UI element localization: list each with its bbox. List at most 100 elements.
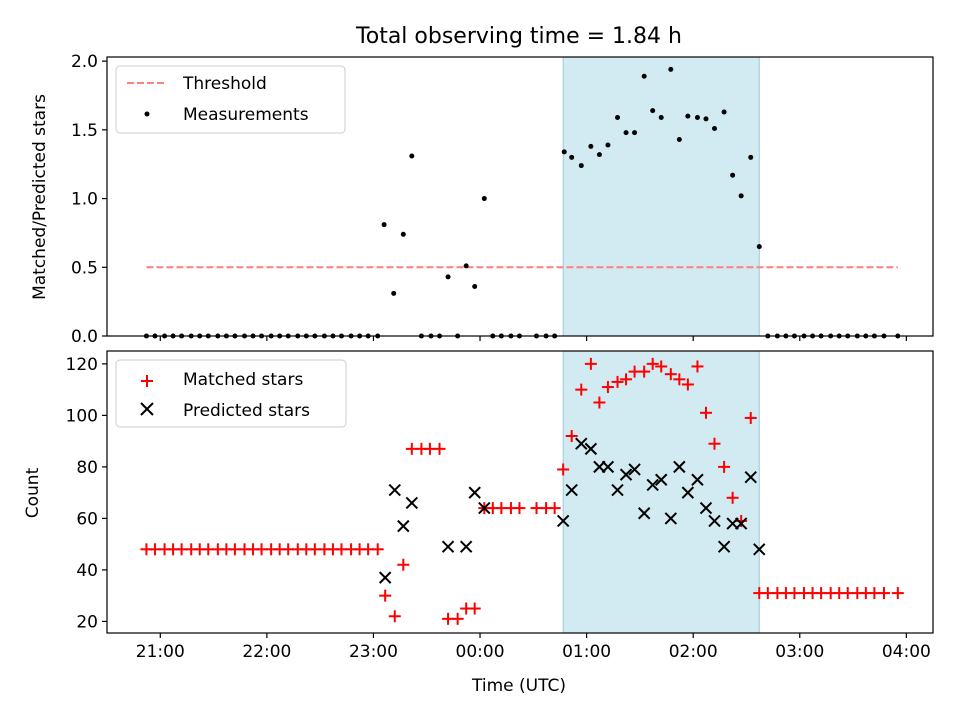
measurement-point [391,290,397,296]
top-y-tick-label: 0.5 [71,258,98,278]
measurement-point [685,113,691,119]
matched-star-point [388,610,401,623]
x-tick-label: 02:00 [669,642,718,662]
x-tick-label: 03:00 [775,642,824,662]
legend-predicted-swatch [140,402,154,416]
predicted-star-point [468,486,481,499]
matched-star-point [468,602,481,615]
measurement-point [721,109,727,115]
top-y-ticks: 0.0 0.5 1.0 1.5 2.0 [71,52,107,347]
bottom-y-tick-label: 60 [76,509,98,529]
matched-star-point [548,502,561,515]
predicted-star-point [611,483,624,497]
top-legend: Threshold Measurements [115,65,346,134]
measurement-point [569,154,575,160]
predicted-star-point [441,540,455,553]
measurement-point [409,153,415,159]
matched-star-point [638,365,651,378]
predicted-star-point [744,470,757,484]
measurement-point [748,154,754,160]
matched-star-point [877,587,890,600]
predicted-stars-series [378,437,766,584]
measurement-point [400,231,406,237]
bottom-y-tick-label: 40 [76,561,98,581]
chart-title: Total observing time = 1.84 h [355,24,682,49]
top-highlight-span [562,56,760,337]
bottom-y-tick-label: 80 [76,458,98,478]
x-tick-label: 04:00 [882,642,931,662]
bottom-y-tick-label: 100 [66,406,98,426]
predicted-star-point [681,486,695,499]
measurement-point [738,193,744,199]
top-y-tick-label: 2.0 [71,52,98,72]
matched-star-point [451,612,464,625]
top-panel: 0.00.51.01.52.0 Matched/Predicted stars … [30,52,934,347]
predicted-star-point [699,501,713,515]
matched-star-point [379,589,392,602]
matched-star-point [565,429,578,442]
top-x-ticks [159,336,907,341]
x-tick-label: 21:00 [136,642,185,662]
predicted-star-point [655,473,668,486]
measurement-point [756,244,762,250]
x-tick-label: 01:00 [562,642,611,662]
legend-predicted-label: Predicted stars [183,401,310,421]
bottom-highlight-span [562,350,760,634]
measurement-point [650,108,656,114]
predicted-star-point [673,460,686,474]
measurement-point [676,136,682,142]
predicted-star-point [556,514,570,528]
measurement-point [730,172,736,178]
top-y-tick-label: 1.0 [71,190,98,210]
matched-star-point [735,514,748,527]
predicted-star-point [691,473,704,486]
predicted-star-point [565,483,578,497]
matched-star-point [584,357,597,370]
top-y-tick-label: 1.5 [71,121,98,141]
bottom-legend-box [115,359,347,428]
legend-threshold-label: Threshold [182,74,267,94]
measurement-point [381,222,387,228]
matched-star-point [744,411,757,424]
predicted-star-point [405,496,419,510]
matched-star-point [371,543,384,556]
matched-star-point [513,502,526,515]
predicted-star-point [584,442,598,456]
matched-star-point [557,463,570,476]
top-axes-frame [106,56,934,337]
bottom-y-ticks: 20 40 60 80 100 120 [66,355,107,632]
matched-star-point [681,378,694,391]
measurement-point [605,142,611,148]
x-axis-label: Time (UTC) [471,676,566,696]
top-legend-box [115,65,346,134]
x-tick-label: 22:00 [242,642,291,662]
measurement-point [588,143,594,149]
bottom-y-axis-label: Count [23,467,43,518]
legend-measurements-label: Measurements [183,105,309,125]
x-tick-label: 00:00 [456,642,505,662]
predicted-star-point [734,517,748,530]
predicted-star-point [717,540,731,553]
top-y-axis-label: Matched/Predicted stars [30,94,50,300]
matched-star-point [673,373,686,386]
predicted-star-point [378,571,392,584]
measurements-series [143,66,901,339]
predicted-star-point [601,460,615,474]
measurement-point [615,114,621,120]
predicted-star-point [478,501,491,515]
matched-star-point [891,587,904,600]
matched-stars-series [140,357,904,625]
matched-star-point [575,383,588,396]
matched-star-point [699,406,712,419]
legend-matched-label: Matched stars [183,370,303,390]
measurement-point [658,114,664,120]
bottom-legend: Matched stars Predicted stars [115,359,347,428]
matched-star-point [655,360,668,373]
measurement-point [596,152,602,158]
matched-star-point [611,375,624,388]
matched-star-point [718,460,731,473]
matched-star-point [691,360,704,373]
measurement-point [694,114,700,120]
predicted-star-point [637,507,651,520]
